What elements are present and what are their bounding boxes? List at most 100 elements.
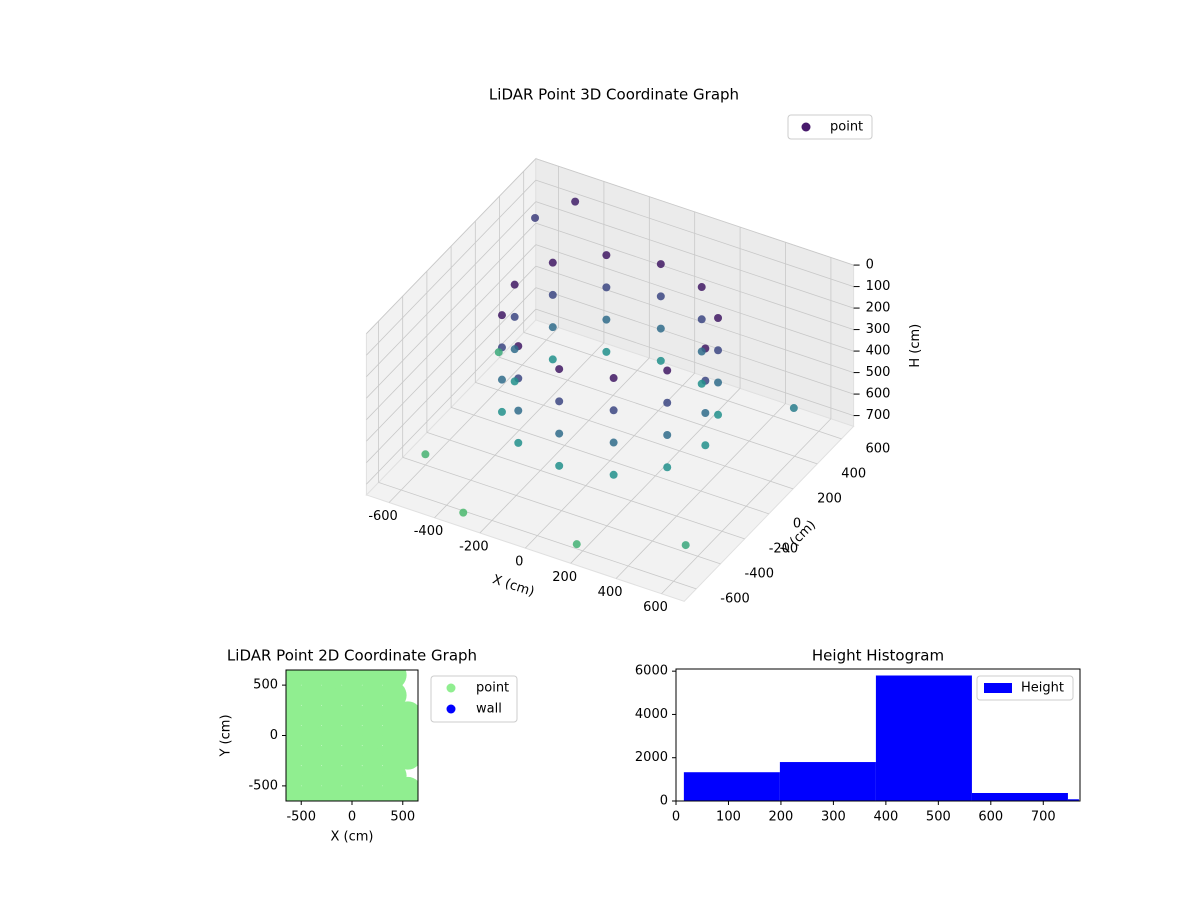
point — [697, 283, 706, 292]
point — [701, 408, 710, 417]
z-tick-label: 300 — [866, 322, 891, 337]
point — [609, 438, 618, 447]
legend-box — [787, 114, 873, 140]
legend-label: point — [830, 120, 863, 135]
y-tick-label: 0 — [793, 516, 801, 531]
grid-line — [535, 222, 854, 330]
z-tick-label: 700 — [866, 408, 891, 423]
plot-2d: point wall -500 0 500 -500 0 500 X (cm) Y (cm) — [219, 669, 518, 845]
z-axis-label: H (cm) — [908, 324, 923, 368]
x-tick-label: 0 — [515, 555, 523, 570]
point — [358, 681, 387, 710]
x-tick-label: 200 — [769, 810, 794, 825]
grid-line — [366, 265, 537, 442]
point — [555, 429, 564, 438]
point — [602, 251, 611, 260]
bar — [875, 675, 972, 801]
axes-frame — [675, 668, 1081, 802]
point — [510, 377, 519, 386]
point — [358, 701, 387, 730]
grid-line — [450, 407, 770, 515]
point — [609, 374, 618, 383]
plot-3d — [365, 157, 855, 602]
y-tick-label: 6000 — [635, 664, 668, 679]
point — [681, 541, 690, 550]
x-tick-label: -200 — [459, 539, 489, 554]
grid-line — [535, 244, 854, 352]
point — [656, 260, 665, 269]
legend-label: point — [476, 681, 509, 696]
point — [656, 324, 665, 333]
point — [338, 741, 366, 770]
grid-line — [402, 457, 721, 565]
point — [697, 315, 706, 324]
point — [548, 355, 557, 364]
chart-title: Height Histogram — [812, 647, 944, 665]
x-tick-label: -600 — [368, 509, 398, 524]
point — [358, 721, 387, 750]
legend-box — [976, 675, 1074, 701]
point — [555, 365, 564, 374]
x-tick-label: 300 — [821, 810, 846, 825]
x-tick-label: 400 — [873, 810, 898, 825]
y-tick-label: -600 — [720, 591, 750, 606]
point — [602, 347, 611, 356]
y-axis-label: Y (cm) — [219, 714, 234, 757]
grid-line — [366, 308, 537, 485]
point — [393, 776, 418, 801]
point — [531, 213, 540, 222]
point — [297, 721, 326, 750]
legend-marker — [801, 122, 811, 132]
point — [421, 450, 430, 459]
point — [297, 681, 326, 710]
grid-line — [535, 201, 854, 309]
point — [602, 283, 611, 292]
point — [555, 397, 564, 406]
point — [297, 761, 326, 790]
x-tick-label: 200 — [552, 570, 577, 585]
grid-line — [366, 158, 537, 334]
point — [701, 441, 710, 450]
grid-line — [535, 158, 854, 266]
y-tick-label: 4000 — [635, 707, 668, 722]
grid-line — [426, 432, 745, 540]
point — [697, 379, 706, 388]
point — [572, 540, 581, 549]
point — [497, 311, 506, 320]
point — [358, 741, 387, 770]
grid-line — [535, 308, 854, 416]
x-tick-label: 500 — [926, 810, 951, 825]
point — [548, 290, 557, 299]
chart-title: LiDAR Point 3D Coordinate Graph — [489, 86, 739, 104]
x-tick-label: 600 — [643, 600, 668, 615]
grid-line — [523, 332, 842, 440]
bar — [779, 762, 876, 801]
legend-label: wall — [476, 702, 502, 717]
grid-line — [366, 244, 537, 420]
point — [714, 313, 723, 322]
z-tick-label: 100 — [866, 279, 891, 294]
point — [609, 470, 618, 479]
y-tick-label: 2000 — [635, 750, 668, 765]
point — [459, 508, 468, 517]
point — [378, 681, 407, 710]
point — [663, 430, 672, 439]
point — [697, 347, 706, 356]
grid-line — [366, 201, 537, 377]
point — [338, 721, 366, 750]
point — [317, 741, 346, 770]
point — [656, 356, 665, 365]
point — [338, 701, 366, 730]
point — [494, 348, 503, 357]
point — [663, 398, 672, 407]
point — [317, 701, 346, 730]
legend-marker — [446, 704, 456, 714]
legend-marker — [446, 683, 456, 693]
y-tick-label: -500 — [248, 778, 278, 793]
y-tick-label: -400 — [745, 566, 775, 581]
point — [317, 761, 346, 790]
grid-line — [535, 287, 854, 395]
grid-line — [535, 265, 854, 373]
y-tick-label: 200 — [817, 491, 842, 506]
